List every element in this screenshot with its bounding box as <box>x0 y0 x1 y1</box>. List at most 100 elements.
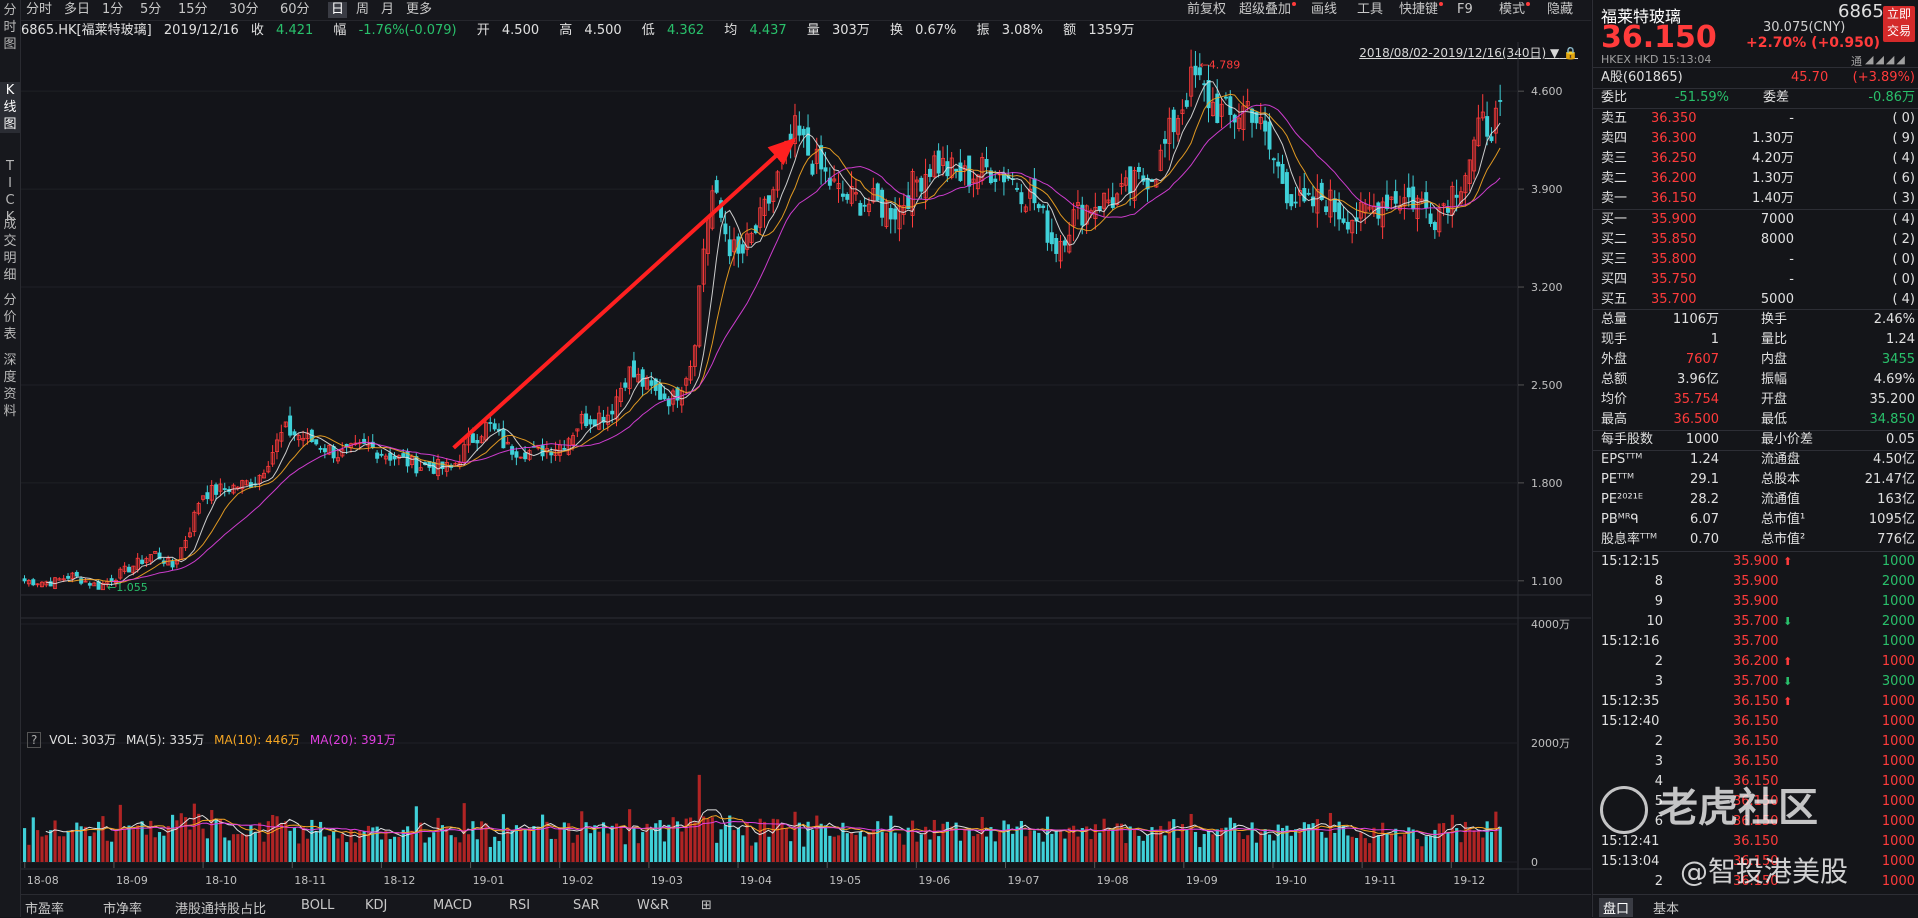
book-row[interactable]: 卖五 36.350 - ( 0) <box>1593 109 1918 129</box>
volume-bar <box>719 829 723 862</box>
volume-bar <box>140 821 144 862</box>
book-row[interactable]: 卖二 36.200 1.30万 ( 6) <box>1593 169 1918 189</box>
period-tab-7[interactable]: 日 <box>328 2 348 18</box>
period-tab-4[interactable]: 15分 <box>178 2 208 17</box>
book-row[interactable]: 买三 35.800 - ( 0) <box>1593 250 1918 270</box>
panel-tab-1[interactable]: 基本 <box>1653 902 1680 917</box>
volume-bar <box>1159 825 1163 862</box>
help-icon[interactable]: ? <box>27 732 42 748</box>
volume-bar <box>958 840 963 862</box>
candle-body <box>1498 100 1503 102</box>
left-tab-3[interactable]: 成交明细 <box>0 216 20 284</box>
candle-body <box>836 183 841 190</box>
indicator-tab-2[interactable]: 港股通持股占比 <box>175 902 267 917</box>
toolbar-right-7[interactable]: 隐藏 <box>1547 2 1574 17</box>
stat-label: 总量 <box>1601 312 1628 327</box>
book-row[interactable]: 卖一 36.150 1.40万 ( 3) <box>1593 189 1918 209</box>
volume-bar <box>732 830 736 862</box>
volume-bar <box>1111 829 1115 862</box>
indicator-tab-8[interactable]: W&R <box>637 898 670 913</box>
left-tab-5[interactable]: 深度资料 <box>0 352 20 420</box>
volume-bar <box>1224 827 1228 862</box>
candle-body <box>183 540 188 549</box>
stat-label: PBᴹᴿᑫ <box>1601 512 1639 527</box>
period-tab-5[interactable]: 30分 <box>229 2 259 17</box>
volume-bar <box>1328 812 1333 862</box>
price-tick-label: 3.200 <box>1531 281 1563 294</box>
toolbar-right-1[interactable]: 超级叠加 <box>1239 2 1297 18</box>
tick-price: 36.200 <box>1733 654 1779 669</box>
book-row[interactable]: 卖三 36.250 4.20万 ( 4) <box>1593 149 1918 169</box>
period-tab-8[interactable]: 周 <box>356 2 370 17</box>
book-row[interactable]: 买一 35.900 7000 ( 4) <box>1593 210 1918 230</box>
period-tab-6[interactable]: 60分 <box>280 2 310 17</box>
book-count: ( 0) <box>1892 111 1915 126</box>
stat-value: 1095亿 <box>1868 512 1915 527</box>
volume-bar <box>1394 828 1398 862</box>
stat-value: 4.50亿 <box>1873 452 1915 467</box>
indicator-tab-7[interactable]: SAR <box>573 898 600 913</box>
left-tab-0[interactable]: 分时图 <box>0 2 20 53</box>
panel-tab-0[interactable]: 盘口 <box>1599 898 1634 917</box>
book-row[interactable]: 买四 35.750 - ( 0) <box>1593 270 1918 290</box>
indicator-tab-4[interactable]: KDJ <box>365 898 388 913</box>
volume-bar <box>1137 835 1141 862</box>
new-badge-icon <box>1526 2 1531 6</box>
volume-bar <box>763 821 767 862</box>
toolbar-right-5[interactable]: F9 <box>1457 2 1473 17</box>
period-tab-2[interactable]: 1分 <box>102 2 124 17</box>
book-row[interactable]: 卖四 36.300 1.30万 ( 9) <box>1593 129 1918 149</box>
period-tab-10[interactable]: 更多 <box>406 2 433 17</box>
candle-body <box>1062 240 1067 246</box>
add-tab-icon[interactable]: ⊞ <box>701 898 712 913</box>
candle-body <box>1254 111 1259 124</box>
toolbar-right-4[interactable]: 快捷键 <box>1399 2 1444 18</box>
toolbar-right-6[interactable]: 模式 <box>1499 2 1531 18</box>
indicator-tab-5[interactable]: MACD <box>433 898 472 913</box>
candle-body <box>1480 111 1485 119</box>
indicator-tab-6[interactable]: RSI <box>509 898 531 913</box>
date-range-selector[interactable]: 2018/08/02-2019/12/16(340日) ▼ 🔒 <box>1359 44 1578 61</box>
volume-bar <box>897 833 902 862</box>
volume-bar <box>536 827 540 862</box>
stat-label: 最低 <box>1761 412 1788 427</box>
period-tab-1[interactable]: 多日 <box>64 2 91 17</box>
toolbar-right-3[interactable]: 工具 <box>1357 2 1384 17</box>
indicator-tab-0[interactable]: 市盈率 <box>25 902 65 917</box>
period-tab-0[interactable]: 分时 <box>26 2 53 17</box>
tick-time: 8 <box>1654 574 1663 589</box>
candle-body <box>1076 202 1080 207</box>
candlestick-chart[interactable]: 4.600 3.900 3.200 2.500 1.800 1.100 ←4.789 ←1.… <box>21 42 1591 893</box>
tool-icons[interactable]: ◢◢◢◢ <box>1865 53 1907 66</box>
candle-body <box>745 233 750 250</box>
volume-bar <box>1420 846 1424 862</box>
volume-bar <box>545 821 549 862</box>
period-tab-9[interactable]: 月 <box>381 2 395 17</box>
toolbar-right-0[interactable]: 前复权 <box>1187 2 1227 17</box>
candle-body <box>1350 219 1355 234</box>
book-count: ( 0) <box>1892 272 1915 287</box>
candle-body <box>597 412 602 430</box>
indicator-tab-1[interactable]: 市净率 <box>103 902 143 917</box>
volume-bar <box>1032 830 1037 862</box>
indicator-tab-3[interactable]: BOLL <box>301 898 335 913</box>
volume-bar <box>1093 824 1097 862</box>
candle-body <box>1389 196 1394 200</box>
volume-bar <box>567 823 571 862</box>
book-row[interactable]: 买二 35.850 8000 ( 2) <box>1593 230 1918 250</box>
book-row[interactable]: 买五 35.700 5000 ( 4) <box>1593 290 1918 310</box>
volume-bar <box>214 818 218 862</box>
volume-bar <box>941 823 945 862</box>
stat-label: 均价 <box>1601 392 1628 407</box>
last-price: 36.150 <box>1601 20 1717 55</box>
tick-volume: 1000 <box>1881 594 1915 609</box>
period-tab-3[interactable]: 5分 <box>140 2 162 17</box>
volume-bar <box>593 825 597 862</box>
a-share-row[interactable]: A股(601865) 45.70 (+3.89%) <box>1593 68 1918 88</box>
volume-bar <box>57 836 61 862</box>
toolbar-right-2[interactable]: 画线 <box>1311 2 1338 17</box>
left-tab-4[interactable]: 分价表 <box>0 292 20 343</box>
trade-button[interactable]: 立即 交易 <box>1883 6 1915 42</box>
